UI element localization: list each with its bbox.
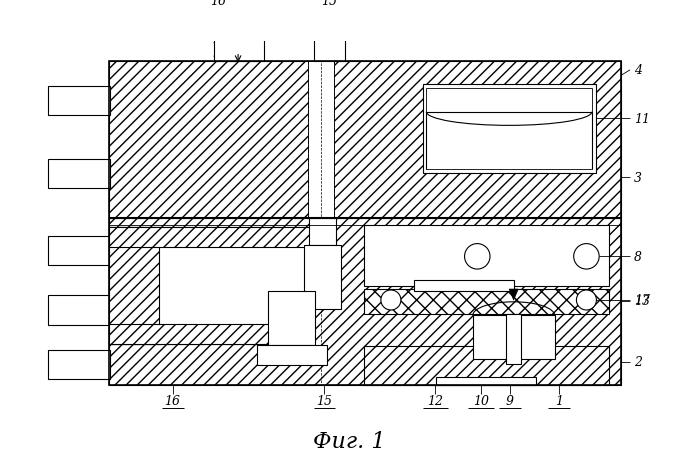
Bar (257, 346, 327, 365)
Bar (109, 228, 314, 248)
Bar (506, 314, 521, 364)
Bar (423, 85, 596, 173)
Text: 12: 12 (428, 395, 443, 407)
Text: 15: 15 (321, 0, 337, 8)
Bar (109, 218, 621, 385)
Bar (268, 291, 315, 346)
Bar (473, 316, 554, 359)
Text: 16: 16 (164, 395, 180, 407)
Bar (48, 237, 110, 266)
Text: 2: 2 (634, 356, 642, 368)
Bar (426, 89, 592, 169)
Bar (48, 350, 110, 379)
Bar (109, 228, 159, 344)
Text: 9: 9 (506, 395, 514, 407)
Circle shape (577, 290, 596, 310)
Bar (48, 296, 110, 325)
Text: 11: 11 (634, 112, 650, 125)
Text: 3: 3 (634, 171, 642, 184)
Bar (48, 159, 110, 188)
Bar (363, 347, 609, 385)
Circle shape (381, 290, 401, 310)
Bar (363, 289, 609, 314)
Bar (314, 16, 345, 62)
Bar (305, 246, 341, 309)
Text: 13: 13 (634, 295, 650, 308)
Text: 15: 15 (317, 395, 333, 407)
Bar (109, 62, 621, 218)
Text: 17: 17 (634, 294, 650, 307)
Polygon shape (509, 289, 518, 300)
Text: 16: 16 (210, 0, 226, 8)
Bar (308, 62, 333, 218)
Bar (109, 228, 314, 344)
Bar (109, 62, 621, 385)
Bar (213, 16, 264, 62)
Bar (109, 324, 314, 344)
Text: 10: 10 (473, 395, 489, 407)
Bar (436, 377, 536, 385)
Bar (48, 87, 110, 116)
Circle shape (574, 244, 599, 269)
Circle shape (465, 244, 490, 269)
Text: 4: 4 (634, 64, 642, 77)
Bar (309, 218, 336, 246)
Text: 1: 1 (555, 395, 563, 407)
Bar (363, 226, 609, 287)
Text: 8: 8 (634, 250, 642, 263)
Text: Фиг. 1: Фиг. 1 (312, 430, 385, 452)
Bar (414, 280, 514, 291)
